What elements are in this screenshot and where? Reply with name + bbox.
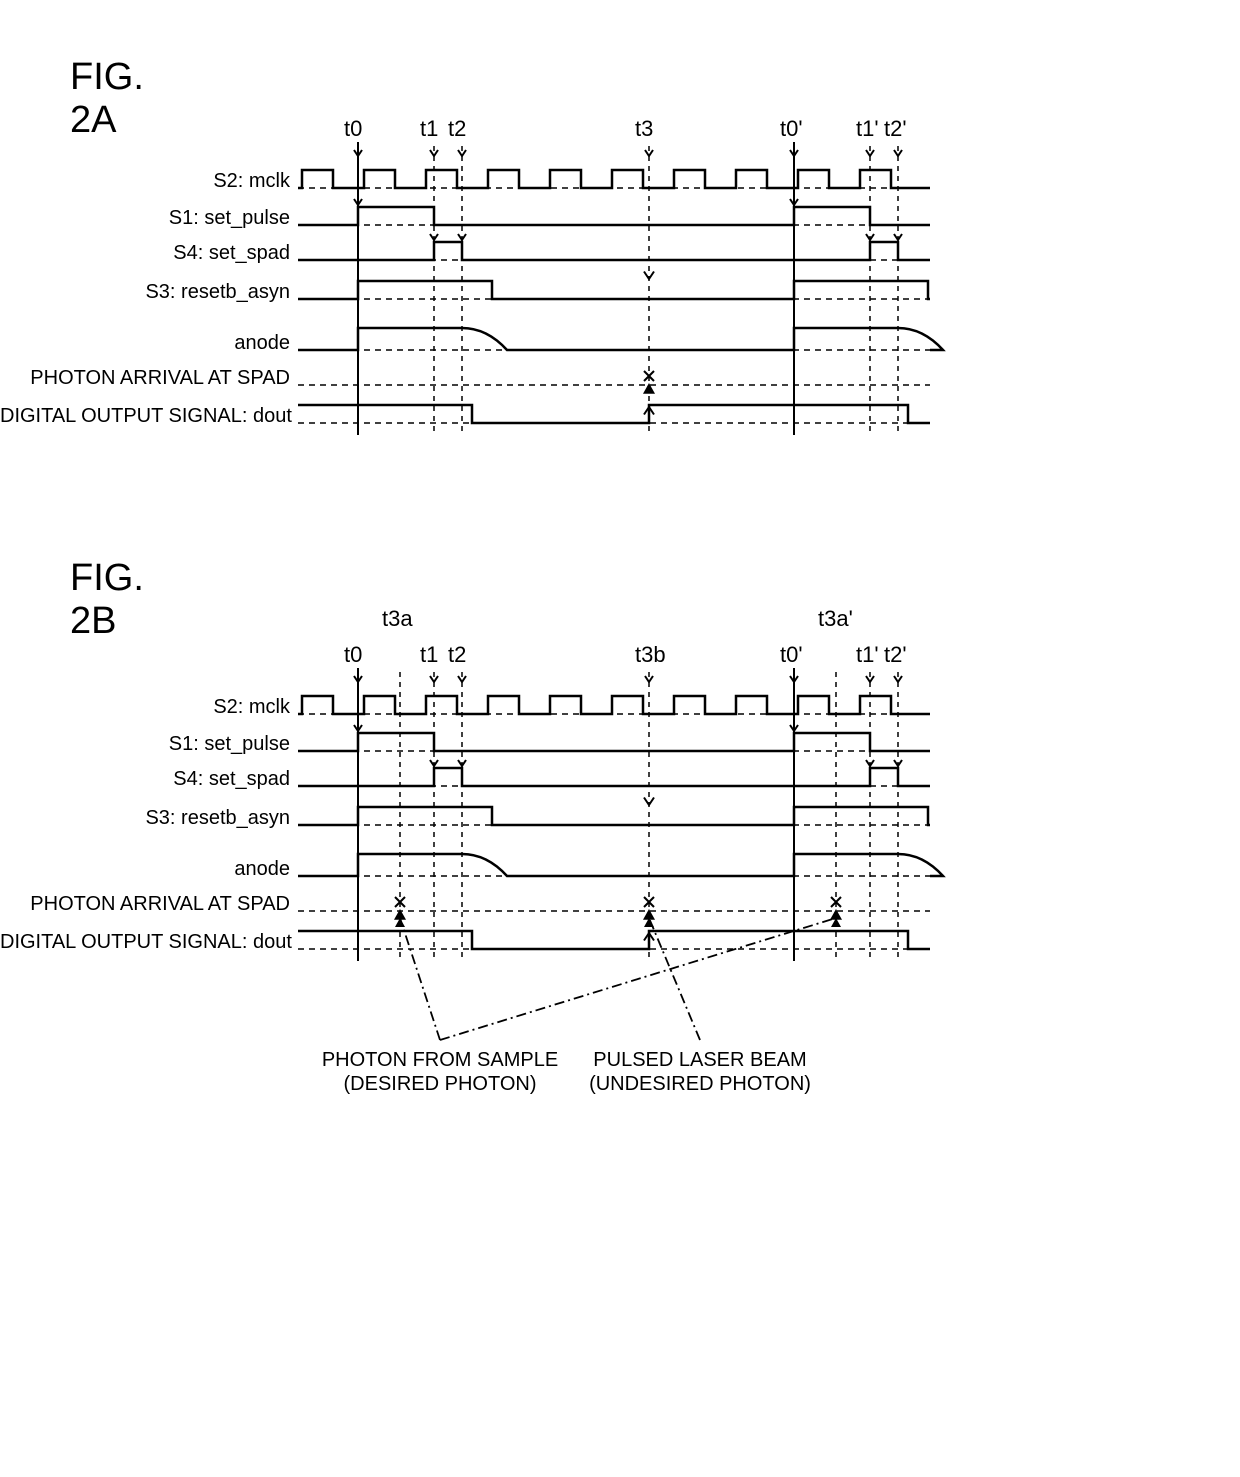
signal-label: S3: resetb_asyn [0, 281, 290, 304]
time-label: t3b [635, 642, 666, 668]
signal-label: PHOTON ARRIVAL AT SPAD [0, 367, 290, 390]
time-label: t2 [448, 116, 466, 142]
time-label: t1 [420, 116, 438, 142]
signal-label: S1: set_pulse [0, 207, 290, 230]
signal-label: S2: mclk [0, 696, 290, 719]
time-label: t3 [635, 116, 653, 142]
time-label: t3a' [818, 606, 853, 632]
time-label: t0' [780, 642, 803, 668]
signal-label: DIGITAL OUTPUT SIGNAL: dout [0, 931, 290, 954]
signal-label: anode [0, 858, 290, 881]
time-label: t0 [344, 116, 362, 142]
time-label: t2' [884, 116, 907, 142]
signal-label: S2: mclk [0, 170, 290, 193]
callout-label: PULSED LASER BEAM(UNDESIRED PHOTON) [570, 1048, 830, 1096]
signal-label: DIGITAL OUTPUT SIGNAL: dout [0, 405, 290, 428]
signal-label: anode [0, 332, 290, 355]
time-label: t2' [884, 642, 907, 668]
time-label: t2 [448, 642, 466, 668]
callout-label: PHOTON FROM SAMPLE(DESIRED PHOTON) [310, 1048, 570, 1096]
signal-label: PHOTON ARRIVAL AT SPAD [0, 893, 290, 916]
time-label: t1' [856, 642, 879, 668]
signal-label: S4: set_spad [0, 768, 290, 791]
signal-label: S4: set_spad [0, 242, 290, 265]
time-label: t3a [382, 606, 413, 632]
time-label: t1 [420, 642, 438, 668]
time-label: t0 [344, 642, 362, 668]
signal-label: S1: set_pulse [0, 733, 290, 756]
signal-label: S3: resetb_asyn [0, 807, 290, 830]
time-label: t0' [780, 116, 803, 142]
time-label: t1' [856, 116, 879, 142]
